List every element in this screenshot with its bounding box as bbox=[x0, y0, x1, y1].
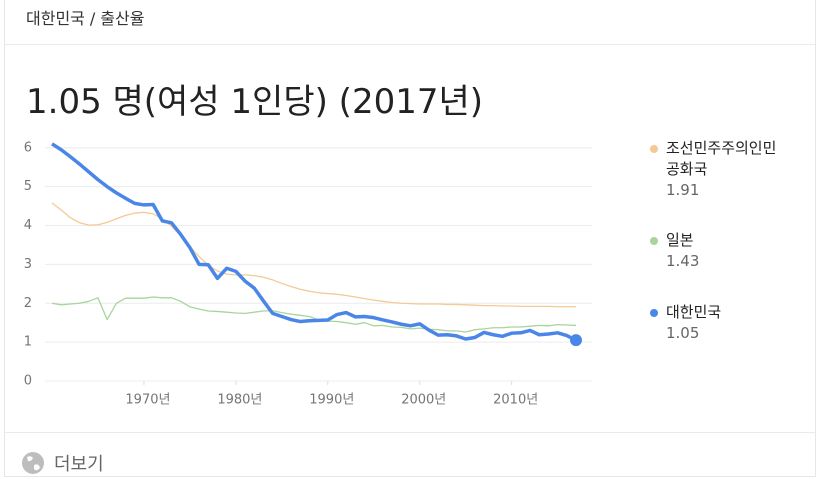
globe-icon bbox=[22, 452, 44, 474]
breadcrumb: 대한민국 / 출산율 bbox=[26, 5, 149, 29]
legend-entry[interactable]: 조선민주주의인민공화국 1.91 bbox=[650, 138, 782, 201]
legend-entry[interactable]: 일본 1.43 bbox=[650, 230, 782, 272]
legend-swatch bbox=[650, 309, 658, 317]
y-tick-label: 1 bbox=[24, 335, 32, 350]
series-line bbox=[51, 202, 576, 308]
breadcrumb-item[interactable]: 출산율 bbox=[100, 9, 145, 28]
y-tick-label: 6 bbox=[24, 140, 32, 155]
headline: 1.05 명(여성 1인당) (2017년) bbox=[26, 82, 484, 122]
x-tick-label: 1970년 bbox=[125, 393, 170, 408]
series-line bbox=[51, 296, 577, 333]
divider bbox=[5, 432, 816, 433]
y-tick-label: 5 bbox=[24, 179, 32, 194]
card bbox=[4, 0, 816, 477]
y-tick-label: 4 bbox=[24, 218, 32, 233]
breadcrumb-item[interactable]: 대한민국 bbox=[26, 9, 85, 28]
x-tick-label: 2000년 bbox=[401, 393, 446, 408]
legend-value: 1.05 bbox=[666, 324, 700, 342]
x-tick-label: 1980년 bbox=[217, 393, 262, 408]
legend-label: 대한민국 bbox=[666, 303, 722, 321]
y-tick-label: 2 bbox=[24, 296, 32, 311]
legend-swatch bbox=[650, 237, 658, 245]
legend-swatch bbox=[650, 145, 658, 153]
legend-value: 1.91 bbox=[666, 181, 700, 199]
series-line bbox=[51, 142, 577, 342]
y-tick-label: 0 bbox=[24, 374, 32, 389]
breadcrumb-separator: / bbox=[89, 9, 96, 28]
legend-value: 1.43 bbox=[666, 252, 700, 270]
x-tick-label: 2010년 bbox=[493, 393, 538, 408]
legend-label: 조선민주주의인민공화국 bbox=[666, 139, 777, 178]
legend-entry[interactable]: 대한민국 1.05 bbox=[650, 302, 782, 344]
divider bbox=[5, 44, 816, 45]
y-tick-label: 3 bbox=[24, 257, 32, 272]
end-point bbox=[570, 334, 582, 347]
legend-label: 일본 bbox=[666, 231, 694, 249]
x-tick-label: 1990년 bbox=[309, 393, 354, 408]
more-link[interactable]: 더보기 bbox=[54, 454, 104, 475]
